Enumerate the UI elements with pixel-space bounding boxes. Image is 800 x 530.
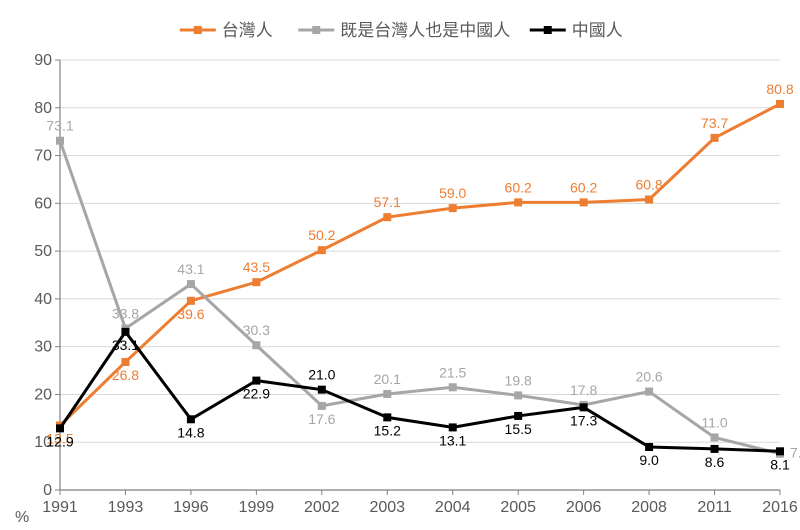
data-marker <box>383 213 391 221</box>
y-tick-label: 30 <box>34 339 52 356</box>
data-marker <box>318 386 326 394</box>
data-marker <box>318 402 326 410</box>
legend-label: 既是台灣人也是中國人 <box>340 21 510 40</box>
x-tick-label: 1996 <box>173 499 209 516</box>
data-marker <box>121 328 129 336</box>
x-tick-label: 2016 <box>762 499 798 516</box>
data-marker <box>711 445 719 453</box>
data-label: 73.1 <box>46 118 73 134</box>
data-label: 80.8 <box>766 81 793 97</box>
data-label: 21.0 <box>308 367 335 383</box>
data-marker <box>121 358 129 366</box>
data-marker <box>514 412 522 420</box>
data-marker <box>187 415 195 423</box>
data-label: 7.6 <box>790 445 800 461</box>
data-marker <box>449 383 457 391</box>
y-tick-label: 70 <box>34 148 52 165</box>
data-label: 12.9 <box>46 433 73 449</box>
chart-svg: 0102030405060708090199119931996199920022… <box>0 0 800 530</box>
legend-label: 中國人 <box>572 21 623 40</box>
y-tick-label: 50 <box>34 243 52 260</box>
data-label: 20.6 <box>635 369 662 385</box>
x-tick-label: 1991 <box>42 499 78 516</box>
data-label: 13.1 <box>439 432 466 448</box>
data-label: 15.2 <box>374 422 401 438</box>
data-marker <box>776 100 784 108</box>
x-tick-label: 1999 <box>239 499 275 516</box>
y-tick-label: 40 <box>34 291 52 308</box>
data-label: 43.5 <box>243 259 270 275</box>
data-marker <box>514 391 522 399</box>
data-label: 11.0 <box>701 414 727 430</box>
data-marker <box>56 424 64 432</box>
legend-swatch-marker <box>544 26 552 34</box>
data-label: 15.5 <box>505 421 532 437</box>
x-tick-label: 1993 <box>108 499 144 516</box>
data-label: 43.1 <box>177 261 204 277</box>
data-label: 21.5 <box>439 364 466 380</box>
data-label: 73.7 <box>701 115 728 131</box>
legend-swatch-marker <box>194 26 202 34</box>
data-label: 60.2 <box>505 179 532 195</box>
y-tick-label: 80 <box>34 100 52 117</box>
x-tick-label: 2005 <box>500 499 536 516</box>
data-marker <box>187 280 195 288</box>
data-label: 9.0 <box>639 452 659 468</box>
data-marker <box>252 341 260 349</box>
legend-label: 台灣人 <box>222 21 273 40</box>
y-tick-label: 60 <box>34 195 52 212</box>
data-marker <box>252 377 260 385</box>
data-marker <box>56 137 64 145</box>
x-tick-label: 2008 <box>631 499 667 516</box>
y-axis-unit: % <box>15 509 29 526</box>
data-marker <box>383 390 391 398</box>
legend-swatch-marker <box>312 26 320 34</box>
x-tick-label: 2004 <box>435 499 471 516</box>
data-label: 17.6 <box>308 411 335 427</box>
data-label: 59.0 <box>439 185 466 201</box>
data-marker <box>514 198 522 206</box>
data-marker <box>449 423 457 431</box>
x-tick-label: 2011 <box>697 499 732 516</box>
y-tick-label: 20 <box>34 386 52 403</box>
x-tick-label: 2002 <box>304 499 340 516</box>
y-tick-label: 0 <box>43 482 52 499</box>
data-label: 57.1 <box>374 194 401 210</box>
line-chart: 0102030405060708090199119931996199920022… <box>0 0 800 530</box>
data-label: 50.2 <box>308 227 335 243</box>
data-label: 20.1 <box>374 371 401 387</box>
data-marker <box>252 278 260 286</box>
x-tick-label: 2003 <box>369 499 405 516</box>
data-label: 33.1 <box>112 337 139 353</box>
data-label: 17.8 <box>570 382 597 398</box>
data-label: 33.8 <box>112 306 139 322</box>
data-marker <box>711 134 719 142</box>
data-label: 60.8 <box>635 177 662 193</box>
data-marker <box>383 413 391 421</box>
data-label: 39.6 <box>177 306 204 322</box>
data-label: 14.8 <box>177 424 204 440</box>
data-marker <box>187 297 195 305</box>
data-label: 22.9 <box>243 386 270 402</box>
chart-bg <box>0 0 800 530</box>
data-label: 26.8 <box>112 367 139 383</box>
data-label: 19.8 <box>505 372 532 388</box>
x-tick-label: 2006 <box>566 499 602 516</box>
data-label: 30.3 <box>243 322 270 338</box>
data-marker <box>580 403 588 411</box>
y-tick-label: 90 <box>34 52 52 69</box>
data-marker <box>645 196 653 204</box>
data-marker <box>580 198 588 206</box>
data-label: 17.3 <box>570 412 597 428</box>
data-label: 8.1 <box>770 456 790 472</box>
data-marker <box>318 246 326 254</box>
data-label: 8.6 <box>705 454 725 470</box>
data-marker <box>449 204 457 212</box>
data-marker <box>776 447 784 455</box>
data-marker <box>645 443 653 451</box>
data-marker <box>645 388 653 396</box>
data-marker <box>711 433 719 441</box>
data-label: 60.2 <box>570 179 597 195</box>
